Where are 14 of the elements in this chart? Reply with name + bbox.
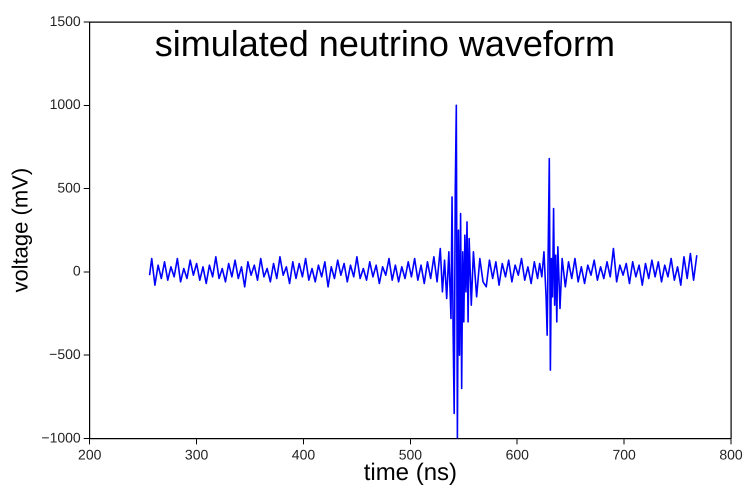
y-axis-title: voltage (mV) [7,168,32,293]
x-tick-label: 400 [292,446,316,463]
x-tick-label: 700 [612,446,636,463]
y-tick-label: 0 [72,262,81,279]
chart-title: simulated neutrino waveform [154,22,615,64]
y-tick-label: −500 [49,346,81,362]
x-tick-label: 200 [78,446,102,463]
x-tick-label: 800 [719,446,743,463]
y-tick-label: 1000 [50,96,81,112]
y-tick-label: 1500 [50,12,81,29]
y-tick-label: −1000 [41,429,81,446]
y-tick-label: 500 [57,179,81,196]
x-tick-label: 300 [184,446,208,463]
x-tick-label: 600 [506,446,530,463]
